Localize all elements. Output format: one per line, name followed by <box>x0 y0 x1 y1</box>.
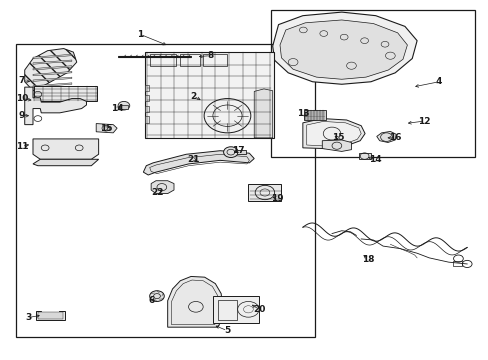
Circle shape <box>118 102 129 110</box>
Text: 11: 11 <box>16 141 28 150</box>
Polygon shape <box>272 12 416 84</box>
Bar <box>217 300 237 320</box>
Polygon shape <box>322 140 351 152</box>
Text: 13: 13 <box>296 109 308 118</box>
Bar <box>145 106 149 112</box>
Text: 21: 21 <box>187 155 199 164</box>
Polygon shape <box>33 66 72 70</box>
Bar <box>303 110 325 120</box>
Text: 14: 14 <box>111 104 123 113</box>
Text: 1: 1 <box>137 30 143 39</box>
Bar <box>452 261 461 266</box>
Text: 2: 2 <box>190 91 196 100</box>
Polygon shape <box>36 311 64 320</box>
Polygon shape <box>25 87 86 125</box>
Bar <box>145 116 149 123</box>
Text: 12: 12 <box>417 117 430 126</box>
Text: 10: 10 <box>16 94 28 103</box>
Text: 17: 17 <box>232 146 244 155</box>
Text: 6: 6 <box>149 296 155 305</box>
Polygon shape <box>33 60 72 64</box>
Polygon shape <box>143 151 254 175</box>
Text: 22: 22 <box>151 188 164 197</box>
Text: 15: 15 <box>100 124 112 133</box>
Text: 15: 15 <box>331 133 344 142</box>
Polygon shape <box>33 139 99 159</box>
Text: 16: 16 <box>388 133 401 142</box>
Bar <box>248 184 281 202</box>
Bar <box>203 54 227 66</box>
Bar <box>358 153 370 159</box>
Polygon shape <box>144 52 273 138</box>
Polygon shape <box>33 83 72 87</box>
Bar <box>145 95 149 102</box>
Bar <box>16 44 314 337</box>
Bar <box>188 55 196 59</box>
Text: 18: 18 <box>362 255 374 264</box>
Bar <box>271 10 474 157</box>
Polygon shape <box>33 159 99 166</box>
Text: 20: 20 <box>252 305 264 314</box>
Polygon shape <box>254 89 272 138</box>
Polygon shape <box>280 20 407 79</box>
Bar <box>149 54 176 66</box>
Circle shape <box>223 147 238 157</box>
Polygon shape <box>151 181 174 194</box>
Text: 5: 5 <box>224 326 230 335</box>
Text: 14: 14 <box>369 155 381 164</box>
Text: 3: 3 <box>25 313 31 322</box>
Bar <box>180 54 200 66</box>
Text: 19: 19 <box>271 194 284 203</box>
Bar <box>237 150 245 154</box>
Polygon shape <box>167 276 222 327</box>
Text: 8: 8 <box>207 51 213 60</box>
Polygon shape <box>306 121 361 146</box>
Polygon shape <box>96 123 117 133</box>
Polygon shape <box>33 77 72 81</box>
Bar <box>212 296 259 323</box>
Polygon shape <box>33 71 72 76</box>
Polygon shape <box>376 131 395 143</box>
Bar <box>120 105 127 109</box>
Text: 7: 7 <box>19 76 25 85</box>
Polygon shape <box>33 54 72 59</box>
Bar <box>34 86 97 102</box>
Text: 9: 9 <box>19 111 25 120</box>
Circle shape <box>149 291 164 301</box>
Polygon shape <box>25 49 77 91</box>
Polygon shape <box>302 118 365 149</box>
Bar <box>38 312 63 319</box>
Bar <box>145 85 149 91</box>
Text: 4: 4 <box>435 77 441 86</box>
